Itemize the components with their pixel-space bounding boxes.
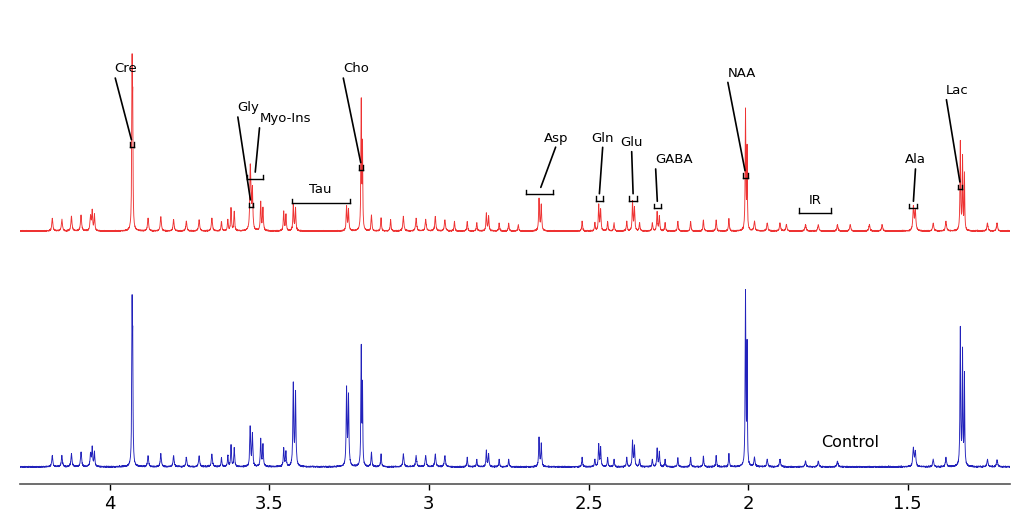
- Text: Cre: Cre: [114, 62, 138, 76]
- Text: Gly: Gly: [237, 101, 259, 114]
- Text: Glu: Glu: [620, 136, 642, 149]
- Text: Cho: Cho: [342, 62, 368, 76]
- Text: Control: Control: [820, 435, 878, 450]
- Text: Asp: Asp: [544, 131, 569, 145]
- Text: Ala: Ala: [904, 153, 925, 166]
- Text: IR: IR: [808, 194, 820, 207]
- Text: Lac: Lac: [945, 84, 968, 97]
- Text: Myo-Ins: Myo-Ins: [260, 112, 311, 125]
- Text: Gln: Gln: [591, 131, 613, 145]
- Text: GABA: GABA: [655, 153, 693, 166]
- Text: NAA: NAA: [727, 66, 755, 80]
- Text: Tau: Tau: [309, 184, 331, 196]
